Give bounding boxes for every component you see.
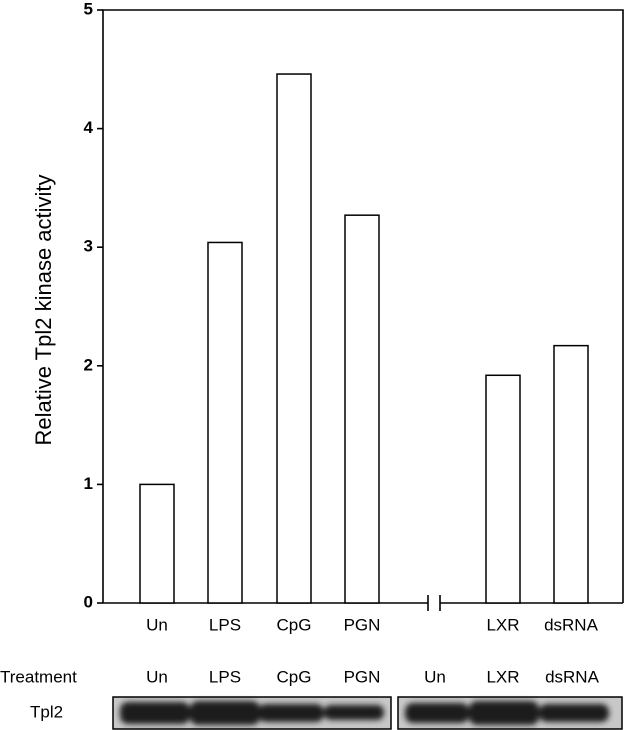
x-tick-label: CpG: [277, 615, 312, 634]
y-tick-label: 3: [84, 237, 93, 256]
x-tick-label: Un: [146, 615, 168, 634]
x-tick-label: LPS: [209, 615, 241, 634]
blot-lane-label: Un: [424, 667, 446, 686]
blot-lane-label: Un: [146, 667, 168, 686]
blot-panels: [112, 696, 623, 730]
y-tick-label: 0: [84, 592, 93, 611]
y-tick-label: 1: [84, 474, 93, 493]
bar: [485, 374, 521, 604]
y-tick-label: 4: [84, 118, 94, 137]
blot-lane-label: PGN: [344, 667, 381, 686]
bar: [139, 483, 175, 604]
x-tick-label: LXR: [486, 615, 519, 634]
blot-lane-label: CpG: [277, 667, 312, 686]
bar: [553, 344, 589, 604]
x-tick-label: PGN: [344, 615, 381, 634]
blot-lane-label: LPS: [209, 667, 241, 686]
blot-lane-label: dsRNA: [545, 667, 600, 686]
blot-lane-label: LXR: [486, 667, 519, 686]
y-tick-label: 2: [84, 355, 93, 374]
bar: [276, 73, 312, 604]
bar: [344, 214, 380, 604]
bar: [207, 241, 243, 604]
y-tick-label: 5: [84, 0, 93, 18]
y-axis-label: Relative Tpl2 kinase activity: [31, 174, 56, 445]
blot-row-label: Treatment: [0, 667, 77, 686]
blot-row-label: Tpl2: [30, 702, 63, 721]
axis-frame: [102, 9, 624, 603]
x-tick-label: dsRNA: [544, 615, 599, 634]
